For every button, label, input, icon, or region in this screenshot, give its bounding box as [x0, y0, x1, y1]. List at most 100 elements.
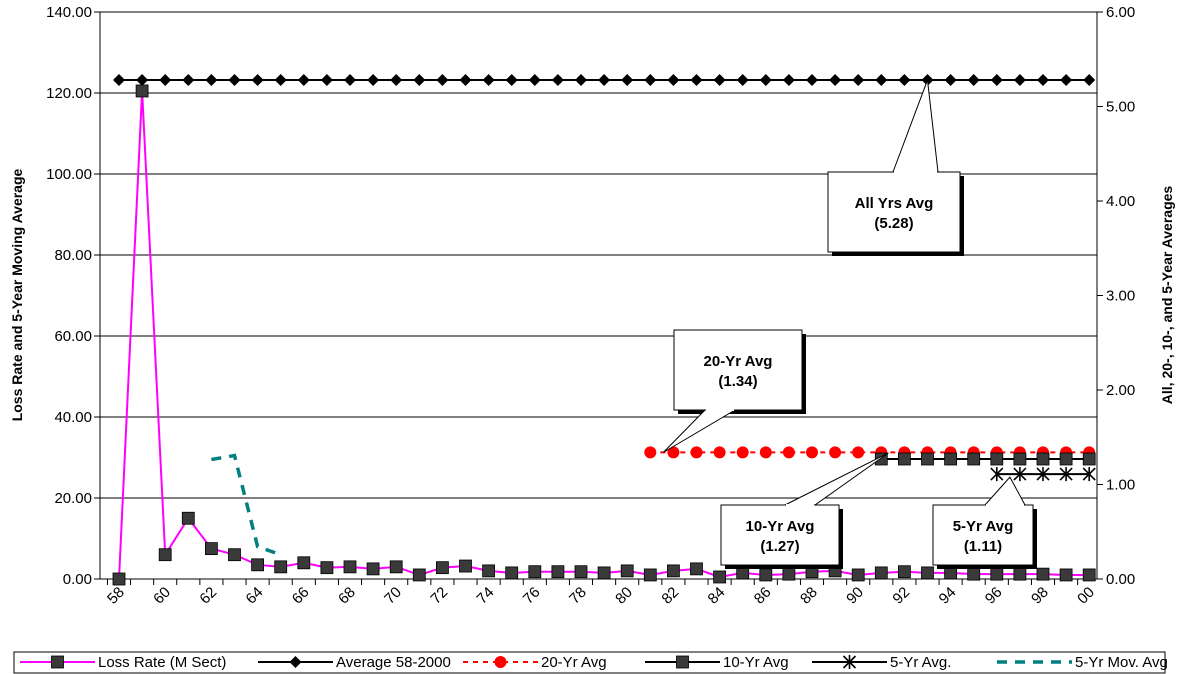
data-point-square [366, 562, 380, 576]
left-axis-ticks: 0.00 20.00 40.00 60.00 80.00 100.00 120.00 140.… [46, 4, 100, 588]
data-point-square [528, 565, 542, 579]
data-point-diamond [1083, 74, 1096, 87]
data-point-diamond [228, 74, 241, 87]
y2-tick-label: 1.00 [1106, 477, 1135, 494]
data-point-circle [736, 446, 749, 459]
data-point-diamond [759, 74, 772, 87]
data-point-square [1013, 452, 1027, 466]
callout-title: 20-Yr Avg [704, 353, 773, 370]
x-tick-label: 62 [196, 584, 220, 608]
y2-tick-label: 4.00 [1106, 193, 1135, 210]
x-tick-label: 72 [427, 584, 451, 608]
callouts: All Yrs Avg (5.28) 20-Yr Avg (1.34) 10-Yr Av… [663, 79, 1037, 569]
legend-box [13, 651, 1166, 674]
left-axis-title: Loss Rate and 5-Year Moving Average [9, 168, 25, 421]
data-point-square [713, 570, 726, 584]
data-point-diamond [1060, 74, 1073, 87]
x-tick-label: 92 [889, 584, 913, 608]
data-point-diamond [113, 74, 125, 87]
callout-pointer [784, 452, 889, 506]
x-tick-label: 64 [243, 584, 267, 608]
data-point-square [898, 452, 911, 466]
data-point-diamond [782, 74, 795, 87]
data-point-circle [806, 446, 818, 459]
x-tick-label: 68 [335, 584, 359, 608]
data-point-diamond [528, 74, 541, 87]
data-point-circle [852, 446, 865, 459]
legend-label: 5-Yr Avg. [890, 654, 951, 671]
data-point-square [874, 566, 888, 580]
data-point-diamond [829, 74, 842, 87]
data-point-square [1036, 567, 1050, 581]
data-point-asterisk [1059, 467, 1073, 482]
legend-label: 10-Yr Avg [723, 654, 789, 671]
data-point-square [297, 556, 311, 570]
callout-2: 20-Yr Avg (1.34) [663, 329, 806, 453]
data-point-circle [690, 446, 703, 459]
data-point-diamond [482, 74, 495, 87]
data-point-diamond [990, 74, 1003, 87]
data-point-square [412, 568, 426, 582]
y2-tick-label: 2.00 [1106, 382, 1135, 399]
data-point-square [320, 561, 334, 575]
data-point-square [990, 452, 1004, 466]
data-point-square [676, 655, 689, 669]
data-point-square [990, 567, 1004, 581]
callout-box [720, 504, 840, 566]
data-point-circle [644, 446, 657, 459]
y2-tick-label: 0.00 [1106, 571, 1135, 588]
data-point-square [851, 568, 865, 582]
data-point-diamond [390, 74, 403, 87]
data-point-square [204, 542, 218, 556]
data-point-diamond [136, 74, 149, 87]
data-point-square [505, 566, 519, 580]
data-point-diamond [1013, 74, 1026, 87]
data-point-diamond [944, 74, 957, 87]
legend-item: 20-Yr Avg [463, 654, 607, 671]
data-point-square [1013, 567, 1027, 581]
callout-title: 5-Yr Avg [953, 518, 1014, 535]
data-point-square [551, 565, 565, 579]
series-5-yr-mov-avg [211, 453, 282, 557]
x-tick-label: 66 [289, 584, 313, 608]
callout-title: All Yrs Avg [855, 195, 934, 212]
y-tick-label: 20.00 [54, 490, 92, 507]
callout-value: (5.28) [874, 215, 913, 232]
x-tick-label: 58 [104, 584, 128, 608]
y2-tick-label: 6.00 [1106, 4, 1135, 21]
x-tick-label: 78 [566, 584, 590, 608]
data-point-square [667, 564, 680, 578]
callout-title: 10-Yr Avg [746, 518, 815, 535]
callout-pointer [892, 79, 939, 173]
data-point-square [158, 548, 172, 562]
data-point-square [620, 564, 634, 578]
callout-1: All Yrs Avg (5.28) [827, 79, 964, 256]
x-tick-label: 96 [982, 584, 1006, 608]
data-point-square [574, 565, 588, 579]
data-point-diamond [667, 74, 680, 87]
data-point-diamond [1037, 74, 1049, 87]
data-point-diamond [274, 74, 287, 87]
right-axis-title: All, 20-, 10-, and 5-Year Averages [1159, 186, 1175, 405]
data-point-diamond [297, 74, 310, 87]
data-point-diamond [852, 74, 865, 87]
legend-item: 5-Yr Mov. Avg [997, 654, 1168, 671]
callout-pointer [663, 409, 737, 453]
data-point-circle [782, 446, 795, 459]
callout-pointer [983, 476, 1026, 506]
data-point-diamond [159, 74, 172, 87]
legend-label: Loss Rate (M Sect) [98, 654, 226, 671]
callout-box [673, 329, 803, 411]
y-tick-label: 0.00 [63, 571, 92, 588]
legend-item: Average 58-2000 [258, 654, 451, 671]
callout-4: 5-Yr Avg (1.11) [932, 476, 1037, 569]
callout-box [932, 504, 1034, 566]
x-tick-label: 70 [381, 584, 405, 608]
legend-label: 20-Yr Avg [541, 654, 607, 671]
data-point-diamond [736, 74, 749, 87]
x-tick-label: 82 [658, 584, 682, 608]
series-5-yr-avg [990, 467, 1096, 482]
data-point-diamond [598, 74, 611, 87]
data-point-square [251, 558, 265, 572]
data-point-square [921, 452, 934, 466]
